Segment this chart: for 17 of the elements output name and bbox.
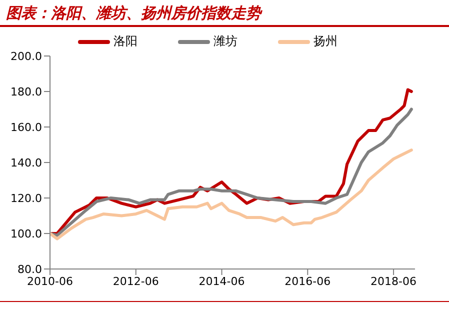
x-tick-label: 2010-06 [27,274,73,288]
line-series [50,148,413,240]
legend-label: 扬州 [314,33,338,50]
y-tick-label: 200.0 [10,50,42,63]
x-tick-label: 2014-06 [198,274,245,288]
y-tick-label: 100.0 [10,227,42,240]
x-tick-label: 2018-06 [370,274,417,288]
y-tick-label: 120.0 [10,192,42,205]
y-tick-label: 160.0 [10,120,42,134]
y-tick-label: 140.0 [10,156,42,170]
x-tick-label: 2016-06 [284,274,331,288]
legend-label: 洛阳 [114,33,138,50]
chart-title: 图表：洛阳、潍坊、扬州房价指数走势 [5,3,264,24]
legend-label: 潍坊 [214,33,238,50]
y-tick-label: 180.0 [10,85,42,98]
y-tick-label: 80.0 [18,262,42,276]
x-tick-label: 2012-06 [112,274,159,288]
